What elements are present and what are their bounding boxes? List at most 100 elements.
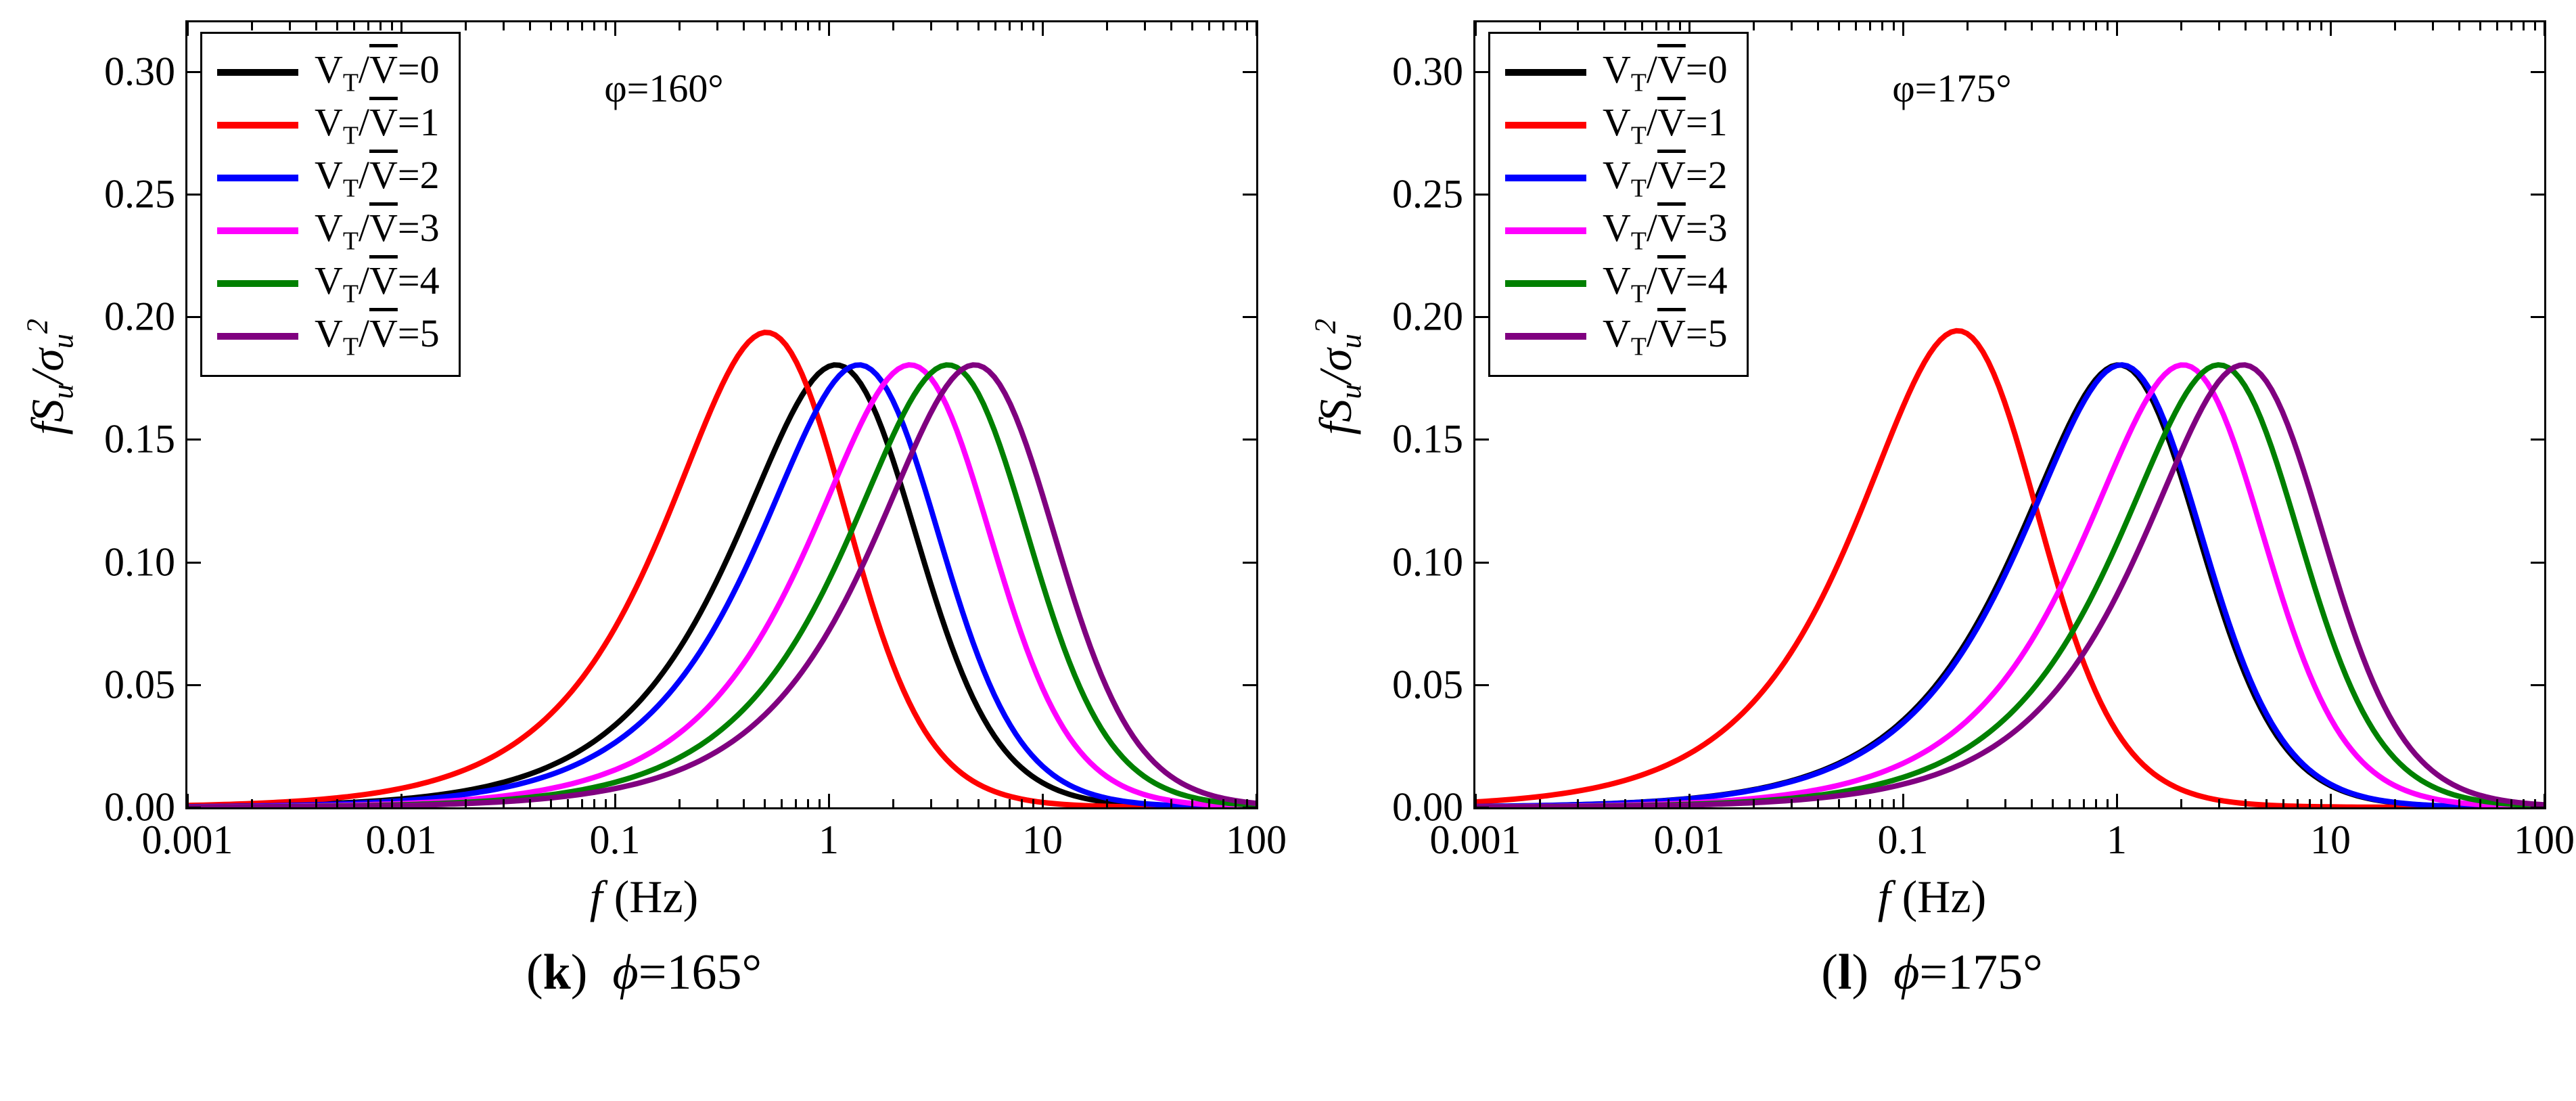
xtick-minor <box>1170 22 1172 30</box>
xtick-minor <box>2004 799 2006 807</box>
xtick <box>1475 794 1477 807</box>
legend-item-r5: VT/V=5 <box>217 310 440 363</box>
xtick-minor <box>1624 799 1626 807</box>
legend: VT/V=0VT/V=1VT/V=2VT/V=3VT/V=4VT/V=5 <box>200 32 461 377</box>
phi-annotation: φ=160° <box>604 66 723 111</box>
panel-left: fSu/σu20.000.050.100.150.200.250.300.001… <box>30 20 1258 1002</box>
xtick-minor <box>1170 799 1172 807</box>
xtick-minor <box>2095 799 2097 807</box>
ytick <box>187 71 201 73</box>
xtick-minor <box>289 799 291 807</box>
xtick-minor <box>795 22 797 30</box>
xtick <box>828 794 830 807</box>
xtick-minor <box>391 799 393 807</box>
xtick-minor <box>581 22 583 30</box>
legend: VT/V=0VT/V=1VT/V=2VT/V=3VT/V=4VT/V=5 <box>1488 32 1749 377</box>
xtick-minor <box>1881 22 1883 30</box>
xtick-minor <box>2458 799 2460 807</box>
chart-row: fSu/σu20.000.050.100.150.200.250.300.001… <box>30 20 1258 809</box>
legend-label: VT/V=5 <box>1603 311 1728 362</box>
xtick-minor <box>315 22 317 30</box>
xtick-minor <box>2107 799 2109 807</box>
xtick-label: 100 <box>2514 807 2575 863</box>
legend-item-r3: VT/V=3 <box>217 204 440 257</box>
xtick-minor <box>1753 22 1755 30</box>
xtick-minor <box>1539 22 1541 30</box>
xtick-minor <box>1838 799 1840 807</box>
xtick-minor <box>2069 799 2071 807</box>
xtick-minor <box>716 22 718 30</box>
xtick <box>187 794 189 807</box>
ytick <box>1243 562 1256 564</box>
xtick-minor <box>1753 799 1755 807</box>
legend-swatch <box>1505 122 1586 129</box>
ytick-label: 0.05 <box>104 661 187 708</box>
xtick-minor <box>1246 22 1248 30</box>
xtick-minor <box>716 799 718 807</box>
xtick-minor <box>1869 799 1871 807</box>
xtick-minor <box>2180 799 2182 807</box>
xtick-label: 0.001 <box>1430 807 1521 863</box>
xtick-minor <box>251 22 253 30</box>
xtick <box>2330 22 2332 36</box>
xtick-minor <box>289 22 291 30</box>
xtick-minor <box>2534 22 2536 30</box>
xtick-minor <box>1655 22 1657 30</box>
xtick-minor <box>1855 799 1857 807</box>
xtick <box>614 794 616 807</box>
legend-label: VT/V=0 <box>1603 47 1728 98</box>
legend-swatch <box>217 280 298 287</box>
xtick-minor <box>1838 22 1840 30</box>
ytick <box>1475 316 1489 318</box>
ytick <box>1475 439 1489 441</box>
xtick-minor <box>1603 22 1605 30</box>
xtick <box>1902 794 1904 807</box>
xtick-minor <box>819 22 821 30</box>
xtick-minor <box>2218 22 2220 30</box>
xtick-minor <box>957 22 959 30</box>
xtick-minor <box>1641 799 1643 807</box>
xtick-minor <box>994 799 996 807</box>
xtick-minor <box>2510 22 2512 30</box>
xtick-minor <box>1967 22 1969 30</box>
xtick-minor <box>1106 22 1108 30</box>
xtick-label: 1 <box>2107 807 2127 863</box>
xtick-minor <box>892 22 894 30</box>
xtick <box>400 794 402 807</box>
xtick-minor <box>2432 22 2434 30</box>
xtick-minor <box>807 22 809 30</box>
xtick-minor <box>1679 22 1681 30</box>
legend-label: VT/V=3 <box>315 205 440 256</box>
xtick-minor <box>336 799 338 807</box>
xtick-minor <box>605 22 607 30</box>
ytick <box>1243 316 1256 318</box>
xtick-minor <box>1603 799 1605 807</box>
xtick-minor <box>1624 22 1626 30</box>
xtick-minor <box>353 22 355 30</box>
xtick-minor <box>2394 799 2396 807</box>
xtick-minor <box>503 799 505 807</box>
xtick-minor <box>2510 799 2512 807</box>
xtick-minor <box>1967 799 1969 807</box>
xtick-minor <box>605 799 607 807</box>
xtick-minor <box>1679 799 1681 807</box>
xtick-minor <box>930 799 932 807</box>
xtick-minor <box>678 22 681 30</box>
xtick-minor <box>2458 22 2460 30</box>
xtick-minor <box>2245 799 2247 807</box>
panel-right: fSu/σu20.000.050.100.150.200.250.300.001… <box>1318 20 2546 1002</box>
xtick-minor <box>367 799 369 807</box>
ytick <box>1475 71 1489 73</box>
xtick-minor <box>2245 22 2247 30</box>
xtick-label: 0.1 <box>590 807 641 863</box>
ytick-label: 0.05 <box>1392 661 1475 708</box>
legend-label: VT/V=4 <box>315 258 440 309</box>
xtick-minor <box>380 799 382 807</box>
ytick-label: 0.20 <box>104 294 187 340</box>
xtick-minor <box>1235 22 1237 30</box>
xtick-minor <box>1791 22 1793 30</box>
xtick-minor <box>529 22 531 30</box>
xtick-minor <box>581 799 583 807</box>
xtick-label: 1 <box>819 807 839 863</box>
legend-item-r2: VT/V=2 <box>1505 152 1728 204</box>
